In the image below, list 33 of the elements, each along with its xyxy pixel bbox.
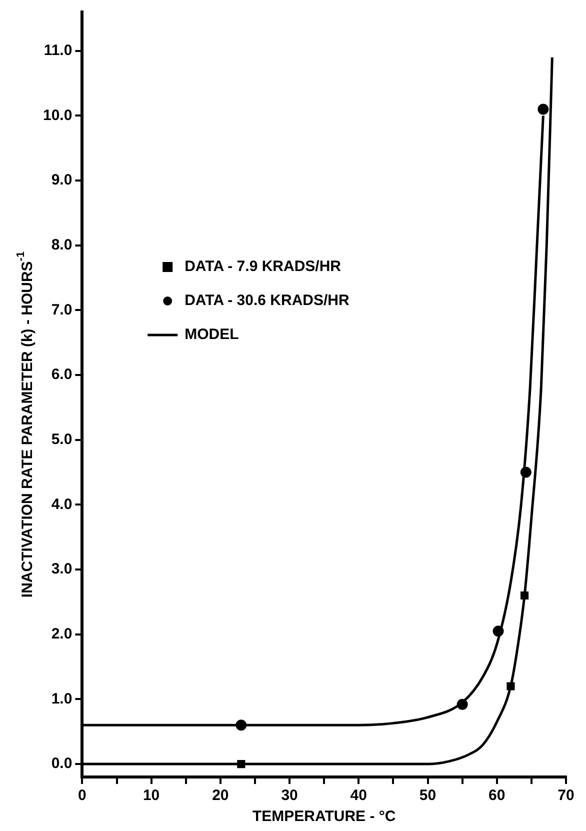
y-tick-label: 3.0 [51, 560, 72, 578]
legend-label: DATA - 30.6 KRADS/HR [184, 292, 350, 310]
y-tick-label: 1.0 [51, 690, 72, 708]
x-tick-label: 30 [281, 787, 298, 804]
y-tick-label: 9.0 [51, 172, 72, 189]
x-tick-label: 0 [78, 787, 86, 804]
x-axis-title: TEMPERATURE - °C [252, 808, 396, 826]
point [520, 591, 529, 600]
point [456, 698, 468, 710]
x-tick-label: 70 [558, 787, 574, 804]
y-tick-label: 8.0 [51, 236, 72, 254]
point [492, 626, 504, 637]
x-tick-label: 60 [488, 787, 506, 804]
point [236, 720, 247, 731]
point [506, 682, 515, 690]
y-tick-label: 0.0 [51, 755, 72, 772]
y-tick-label: 6.0 [51, 366, 72, 384]
legend-label: MODEL [184, 326, 239, 344]
point [538, 104, 549, 115]
x-tick-label: 10 [142, 787, 160, 804]
point [237, 760, 246, 768]
point [520, 466, 532, 478]
y-tick-label: 4.0 [51, 496, 72, 513]
x-tick-label: 50 [419, 787, 436, 804]
y-tick-label: 11.0 [44, 42, 72, 60]
y-tick-label: 7.0 [51, 301, 72, 318]
y-axis-title: INACTIVATION RATE PARAMETER (k) - HOURS-1 [15, 251, 36, 598]
y-tick-label: 2.0 [51, 626, 72, 643]
y-tick-label: 10.0 [42, 106, 72, 124]
x-tick-label: 40 [350, 787, 367, 804]
y-tick-label: 5.0 [51, 431, 72, 448]
legend-label: DATA - 7.9 KRADS/HR [184, 258, 342, 276]
x-tick-label: 20 [212, 787, 229, 804]
